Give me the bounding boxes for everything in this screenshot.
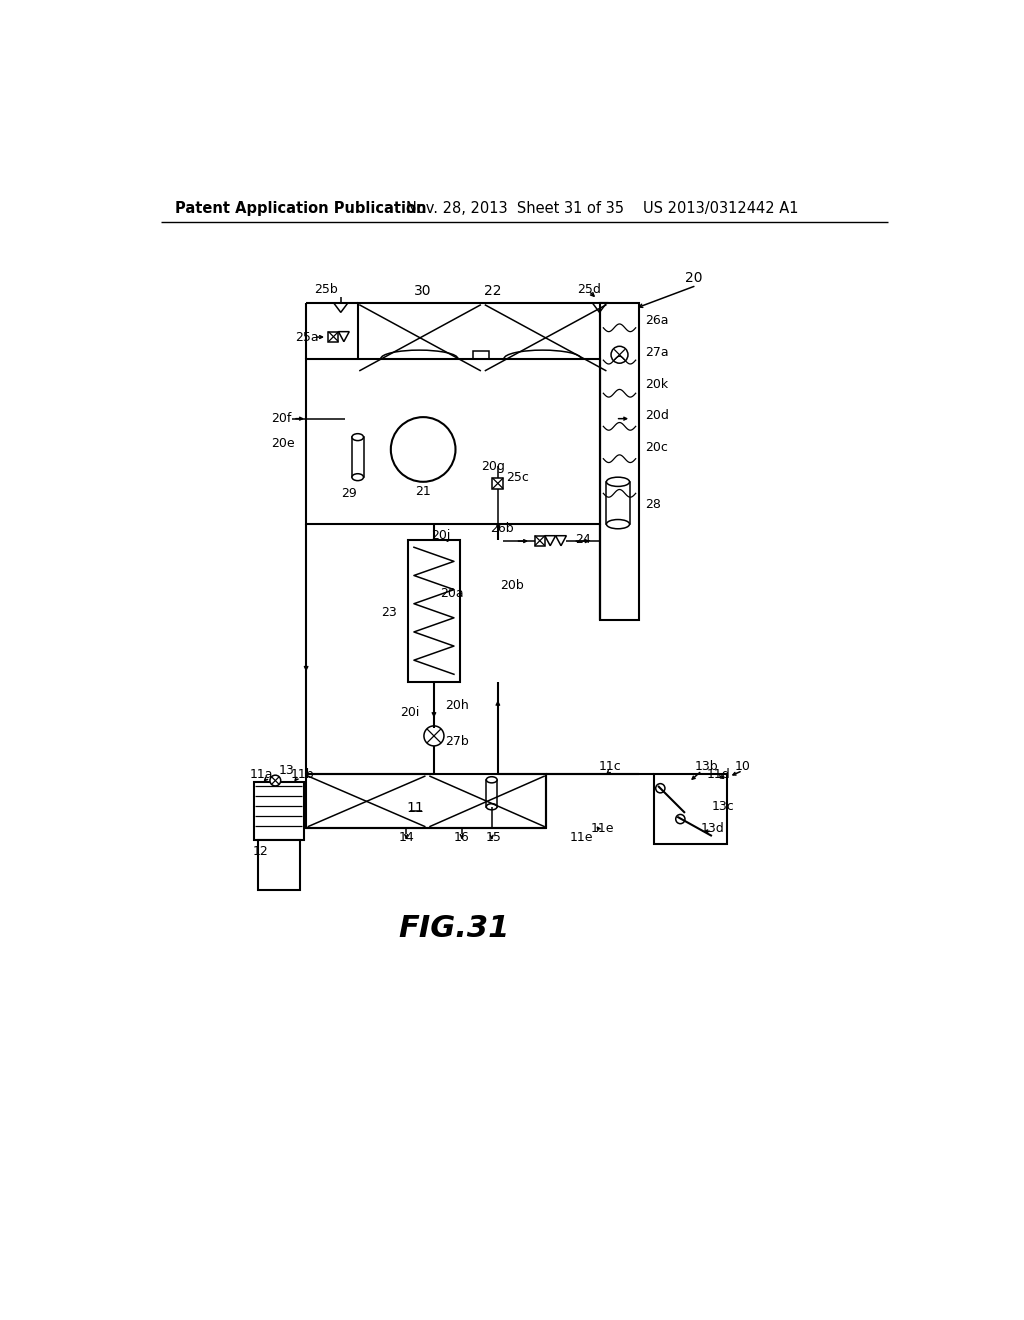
Text: 11d: 11d [707,768,730,781]
Text: 13b: 13b [694,760,718,774]
Bar [258,840,300,890]
Text: 15: 15 [486,832,502,843]
Polygon shape [556,536,566,545]
Bar [254,781,304,840]
Text: Nov. 28, 2013  Sheet 31 of 35: Nov. 28, 2013 Sheet 31 of 35 [407,201,625,216]
Bar [493,478,503,488]
Text: 13: 13 [279,764,294,777]
Text: 13c: 13c [712,800,734,813]
Circle shape [655,784,665,793]
Text: 20e: 20e [271,437,295,450]
Text: 20d: 20d [645,409,669,422]
Circle shape [676,814,685,824]
Ellipse shape [606,520,630,529]
Text: 11e: 11e [569,832,593,843]
Text: 12: 12 [252,845,268,858]
Polygon shape [334,304,348,313]
Text: 10: 10 [735,760,751,774]
Text: 20g: 20g [481,459,505,473]
Text: 14: 14 [398,832,414,843]
Circle shape [424,726,444,746]
Text: 20a: 20a [440,587,464,601]
Ellipse shape [352,434,364,441]
Circle shape [611,346,628,363]
Text: 13d: 13d [700,822,724,834]
Text: US 2013/0312442 A1: US 2013/0312442 A1 [643,201,799,216]
Text: 27a: 27a [645,346,669,359]
Bar [535,536,545,545]
Text: 11c: 11c [599,760,622,774]
Ellipse shape [486,776,497,783]
Text: FIG.31: FIG.31 [398,913,510,942]
Polygon shape [339,331,349,342]
Bar [306,775,547,829]
Text: 25a: 25a [295,330,318,343]
Text: 20b: 20b [500,579,524,593]
Polygon shape [545,536,556,545]
Text: 11b: 11b [291,768,314,781]
Ellipse shape [381,350,458,367]
Bar [654,775,727,843]
Text: 25b: 25b [313,282,338,296]
Polygon shape [593,304,606,313]
Bar [306,359,600,524]
Text: 20i: 20i [400,706,420,719]
Text: 28: 28 [645,499,660,511]
Bar [606,482,630,524]
Text: 24: 24 [575,533,592,546]
Text: 25c: 25c [506,471,529,484]
Text: 26b: 26b [490,521,514,535]
Text: 20c: 20c [645,441,668,454]
Text: 22: 22 [483,284,501,298]
Text: 30: 30 [415,284,432,298]
Text: 20: 20 [685,271,702,285]
Bar [473,351,488,364]
Text: 27b: 27b [444,735,468,748]
Text: Patent Application Publication: Patent Application Publication [175,201,427,216]
Circle shape [270,775,281,785]
Text: 11: 11 [407,800,424,814]
Bar [600,304,639,620]
Bar [329,331,339,342]
Bar [357,304,608,372]
Text: 29: 29 [342,487,357,500]
Text: 11a: 11a [250,768,273,781]
Text: 25d: 25d [578,282,601,296]
Ellipse shape [486,804,497,809]
Text: 21: 21 [416,484,431,498]
Text: 20f: 20f [270,412,291,425]
Text: 26a: 26a [645,314,669,326]
Text: 23: 23 [381,606,396,619]
Ellipse shape [352,474,364,480]
Bar [352,437,364,478]
Text: 20k: 20k [645,378,668,391]
Ellipse shape [504,350,581,367]
Text: 16: 16 [454,832,470,843]
Text: 20j: 20j [431,529,451,543]
Circle shape [391,417,456,482]
Bar [408,540,460,682]
Ellipse shape [606,478,630,487]
Text: 20h: 20h [444,698,468,711]
Bar [486,780,497,807]
Text: 11e: 11e [591,822,614,834]
